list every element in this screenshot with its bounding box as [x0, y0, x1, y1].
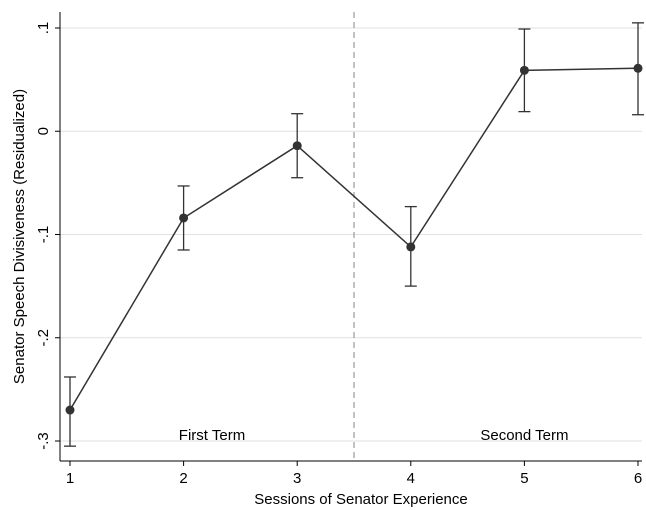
x-tick-label: 6 — [634, 470, 642, 487]
y-tick-label: -.3 — [35, 432, 52, 450]
data-point — [406, 242, 416, 252]
x-tick-label: 4 — [407, 470, 415, 487]
y-tick-label: 0 — [35, 127, 52, 135]
series-line — [69, 67, 639, 411]
axes: -.3 -.2 -.1 0 .1 1 2 3 4 5 6 — [35, 12, 642, 487]
data-point — [519, 65, 529, 75]
x-tick-label: 3 — [293, 470, 301, 487]
series — [64, 22, 644, 447]
y-tick-label: .1 — [35, 22, 52, 35]
annotations: First Term Second Term — [179, 427, 569, 444]
y-tick-label: -.2 — [35, 329, 52, 347]
x-tick-label: 2 — [179, 470, 187, 487]
y-tick-label: -.1 — [35, 226, 52, 244]
data-point — [179, 213, 189, 223]
data-point — [633, 63, 643, 73]
x-axis-label: Sessions of Senator Experience — [254, 491, 467, 508]
term-annotation: Second Term — [480, 427, 568, 444]
x-tick-label: 1 — [66, 470, 74, 487]
data-point — [292, 141, 302, 151]
term-annotation: First Term — [179, 427, 245, 444]
data-point — [65, 405, 75, 415]
gridlines — [60, 27, 642, 442]
y-axis-label: Senator Speech Divisiveness (Residualize… — [11, 89, 28, 384]
x-tick-label: 5 — [520, 470, 528, 487]
